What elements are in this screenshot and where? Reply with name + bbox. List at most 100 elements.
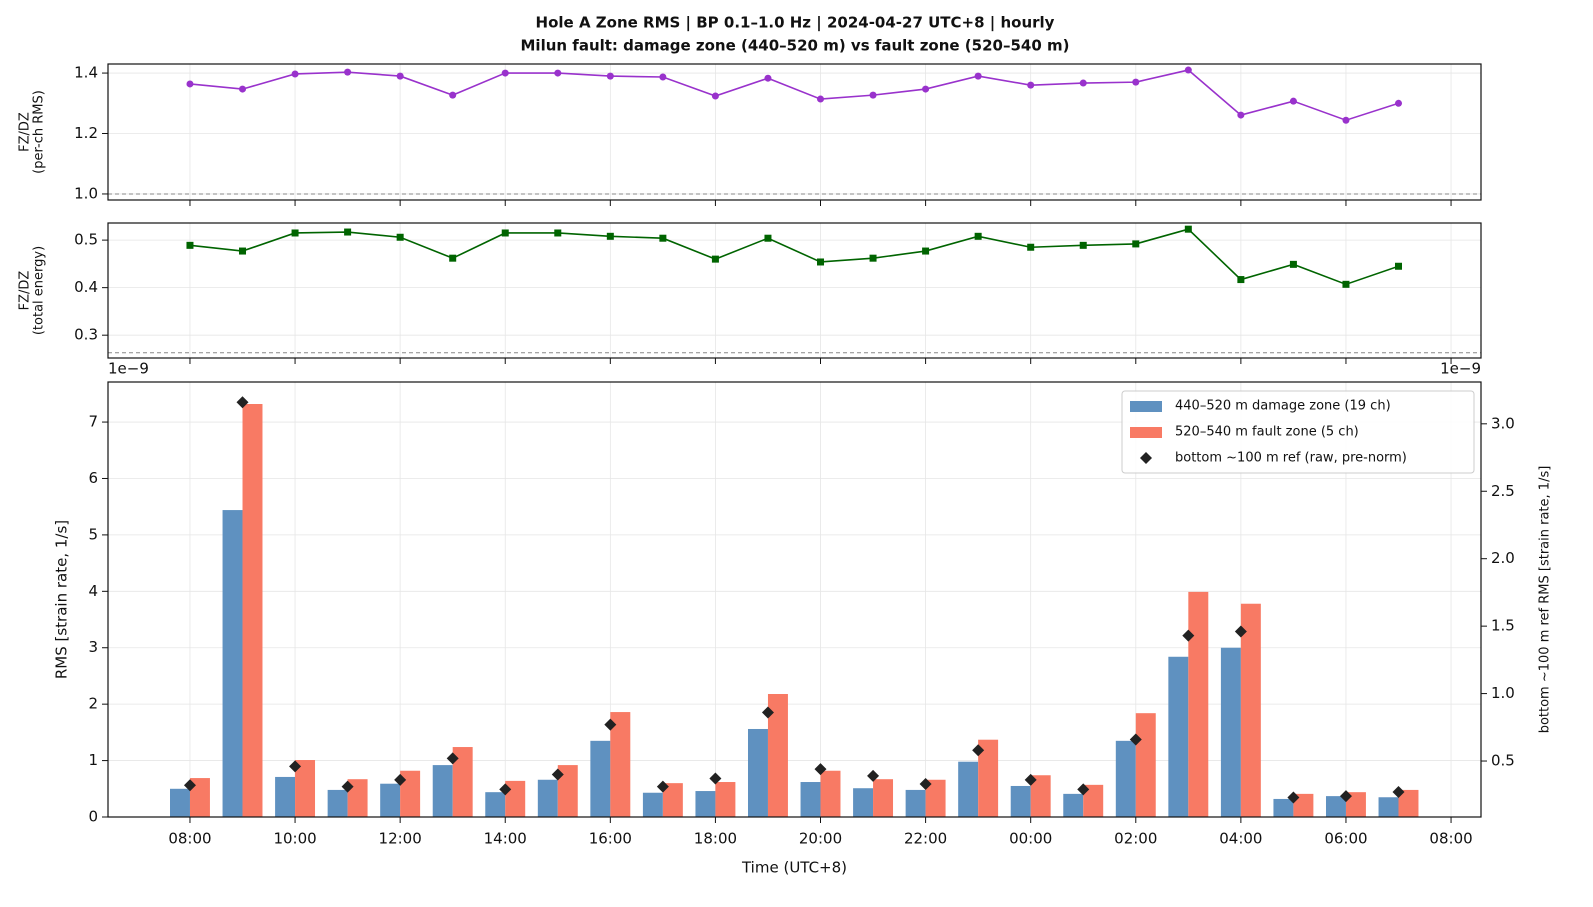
bar (642, 792, 663, 817)
marker (344, 68, 352, 76)
x-tick-label: 04:00 (1219, 830, 1262, 848)
marker (1392, 786, 1405, 799)
marker (1132, 78, 1140, 86)
marker (972, 744, 985, 757)
marker (1339, 790, 1352, 803)
y-tick-label: 0.5 (74, 231, 98, 249)
marker (817, 95, 825, 103)
marker (1234, 625, 1247, 638)
axes-frame (107, 63, 1482, 201)
axes-frame (107, 381, 1482, 818)
x-axis-label: Time (UTC+8) (741, 859, 847, 877)
marker (1182, 629, 1195, 642)
marker (1289, 97, 1297, 105)
bar (1325, 796, 1346, 817)
y-tick-label: 3 (88, 638, 98, 656)
x-tick-label: 08:00 (168, 830, 211, 848)
marker (1027, 243, 1035, 251)
marker (1027, 81, 1035, 89)
marker (396, 72, 404, 80)
y-tick-label: 0.4 (74, 278, 98, 296)
bar (432, 765, 453, 817)
bar (873, 779, 894, 817)
marker (817, 258, 825, 266)
marker (501, 229, 509, 237)
marker (869, 91, 877, 99)
y2-tick-label: 1.0 (1491, 684, 1515, 702)
bar (925, 779, 946, 817)
x-tick-label: 12:00 (379, 830, 422, 848)
y-tick-label: 2 (88, 695, 98, 713)
marker (764, 74, 772, 82)
bar (1378, 797, 1399, 817)
x-tick-label: 18:00 (694, 830, 737, 848)
legend-marker (1140, 452, 1152, 464)
marker (394, 773, 407, 786)
marker (236, 396, 249, 409)
bar (1293, 793, 1314, 817)
y-tick-label: 1.2 (74, 124, 98, 142)
marker (1079, 241, 1087, 249)
bar (400, 770, 421, 817)
marker (446, 752, 459, 765)
marker (1287, 791, 1300, 804)
marker (239, 247, 247, 255)
bar (1063, 793, 1084, 817)
marker (974, 232, 982, 240)
marker (1342, 280, 1350, 288)
x-tick-label: 08:00 (1429, 830, 1472, 848)
marker (919, 777, 932, 790)
marker (186, 241, 194, 249)
y-tick-label: 5 (88, 525, 98, 543)
marker (711, 92, 719, 100)
marker (1237, 111, 1245, 119)
legend-swatch (1130, 427, 1162, 438)
y-tick-label: 7 (88, 413, 98, 431)
y2-tick-label: 3.0 (1491, 414, 1515, 432)
y-tick-label: 0.3 (74, 326, 98, 344)
bar (978, 739, 999, 817)
bar (800, 782, 821, 817)
x-tick-label: 20:00 (799, 830, 842, 848)
marker (869, 254, 877, 262)
bar (505, 780, 526, 817)
marker (606, 72, 614, 80)
marker (711, 255, 719, 263)
marker (761, 706, 774, 719)
bar (557, 765, 578, 817)
bar (1168, 656, 1189, 817)
marker (1077, 783, 1090, 796)
marker (1342, 116, 1350, 124)
legend-label: 440–520 m damage zone (19 ch) (1175, 399, 1391, 414)
x-tick-label: 22:00 (904, 830, 947, 848)
marker (867, 769, 880, 782)
bar (590, 740, 611, 817)
bar (1398, 789, 1419, 817)
bar (327, 789, 348, 817)
y-tick-label: 0 (88, 808, 98, 826)
x-tick-label: 10:00 (273, 830, 316, 848)
x-tick-label: 14:00 (484, 830, 527, 848)
marker (186, 80, 194, 88)
y2-axis-label: bottom ~100 m ref RMS [strain rate, 1/s] (1538, 466, 1553, 734)
y-tick-label: 1 (88, 751, 98, 769)
y-axis-label: RMS [strain rate, 1/s] (53, 520, 71, 679)
bar (662, 783, 683, 817)
bar (610, 712, 631, 817)
marker (656, 780, 669, 793)
y2-tick-label: 2.0 (1491, 549, 1515, 567)
data-line (189, 69, 1399, 122)
y-tick-label: 6 (88, 469, 98, 487)
bar (695, 791, 716, 817)
bar (1030, 775, 1051, 817)
bar (820, 770, 841, 817)
bar (1240, 603, 1261, 817)
legend-box (1121, 390, 1475, 474)
marker (814, 763, 827, 776)
figure-subtitle: Milun fault: damage zone (440–520 m) vs … (521, 37, 1070, 55)
marker (239, 85, 247, 93)
y2-tick-label: 1.5 (1491, 617, 1515, 635)
marker (1024, 773, 1037, 786)
x-tick-label: 06:00 (1324, 830, 1367, 848)
